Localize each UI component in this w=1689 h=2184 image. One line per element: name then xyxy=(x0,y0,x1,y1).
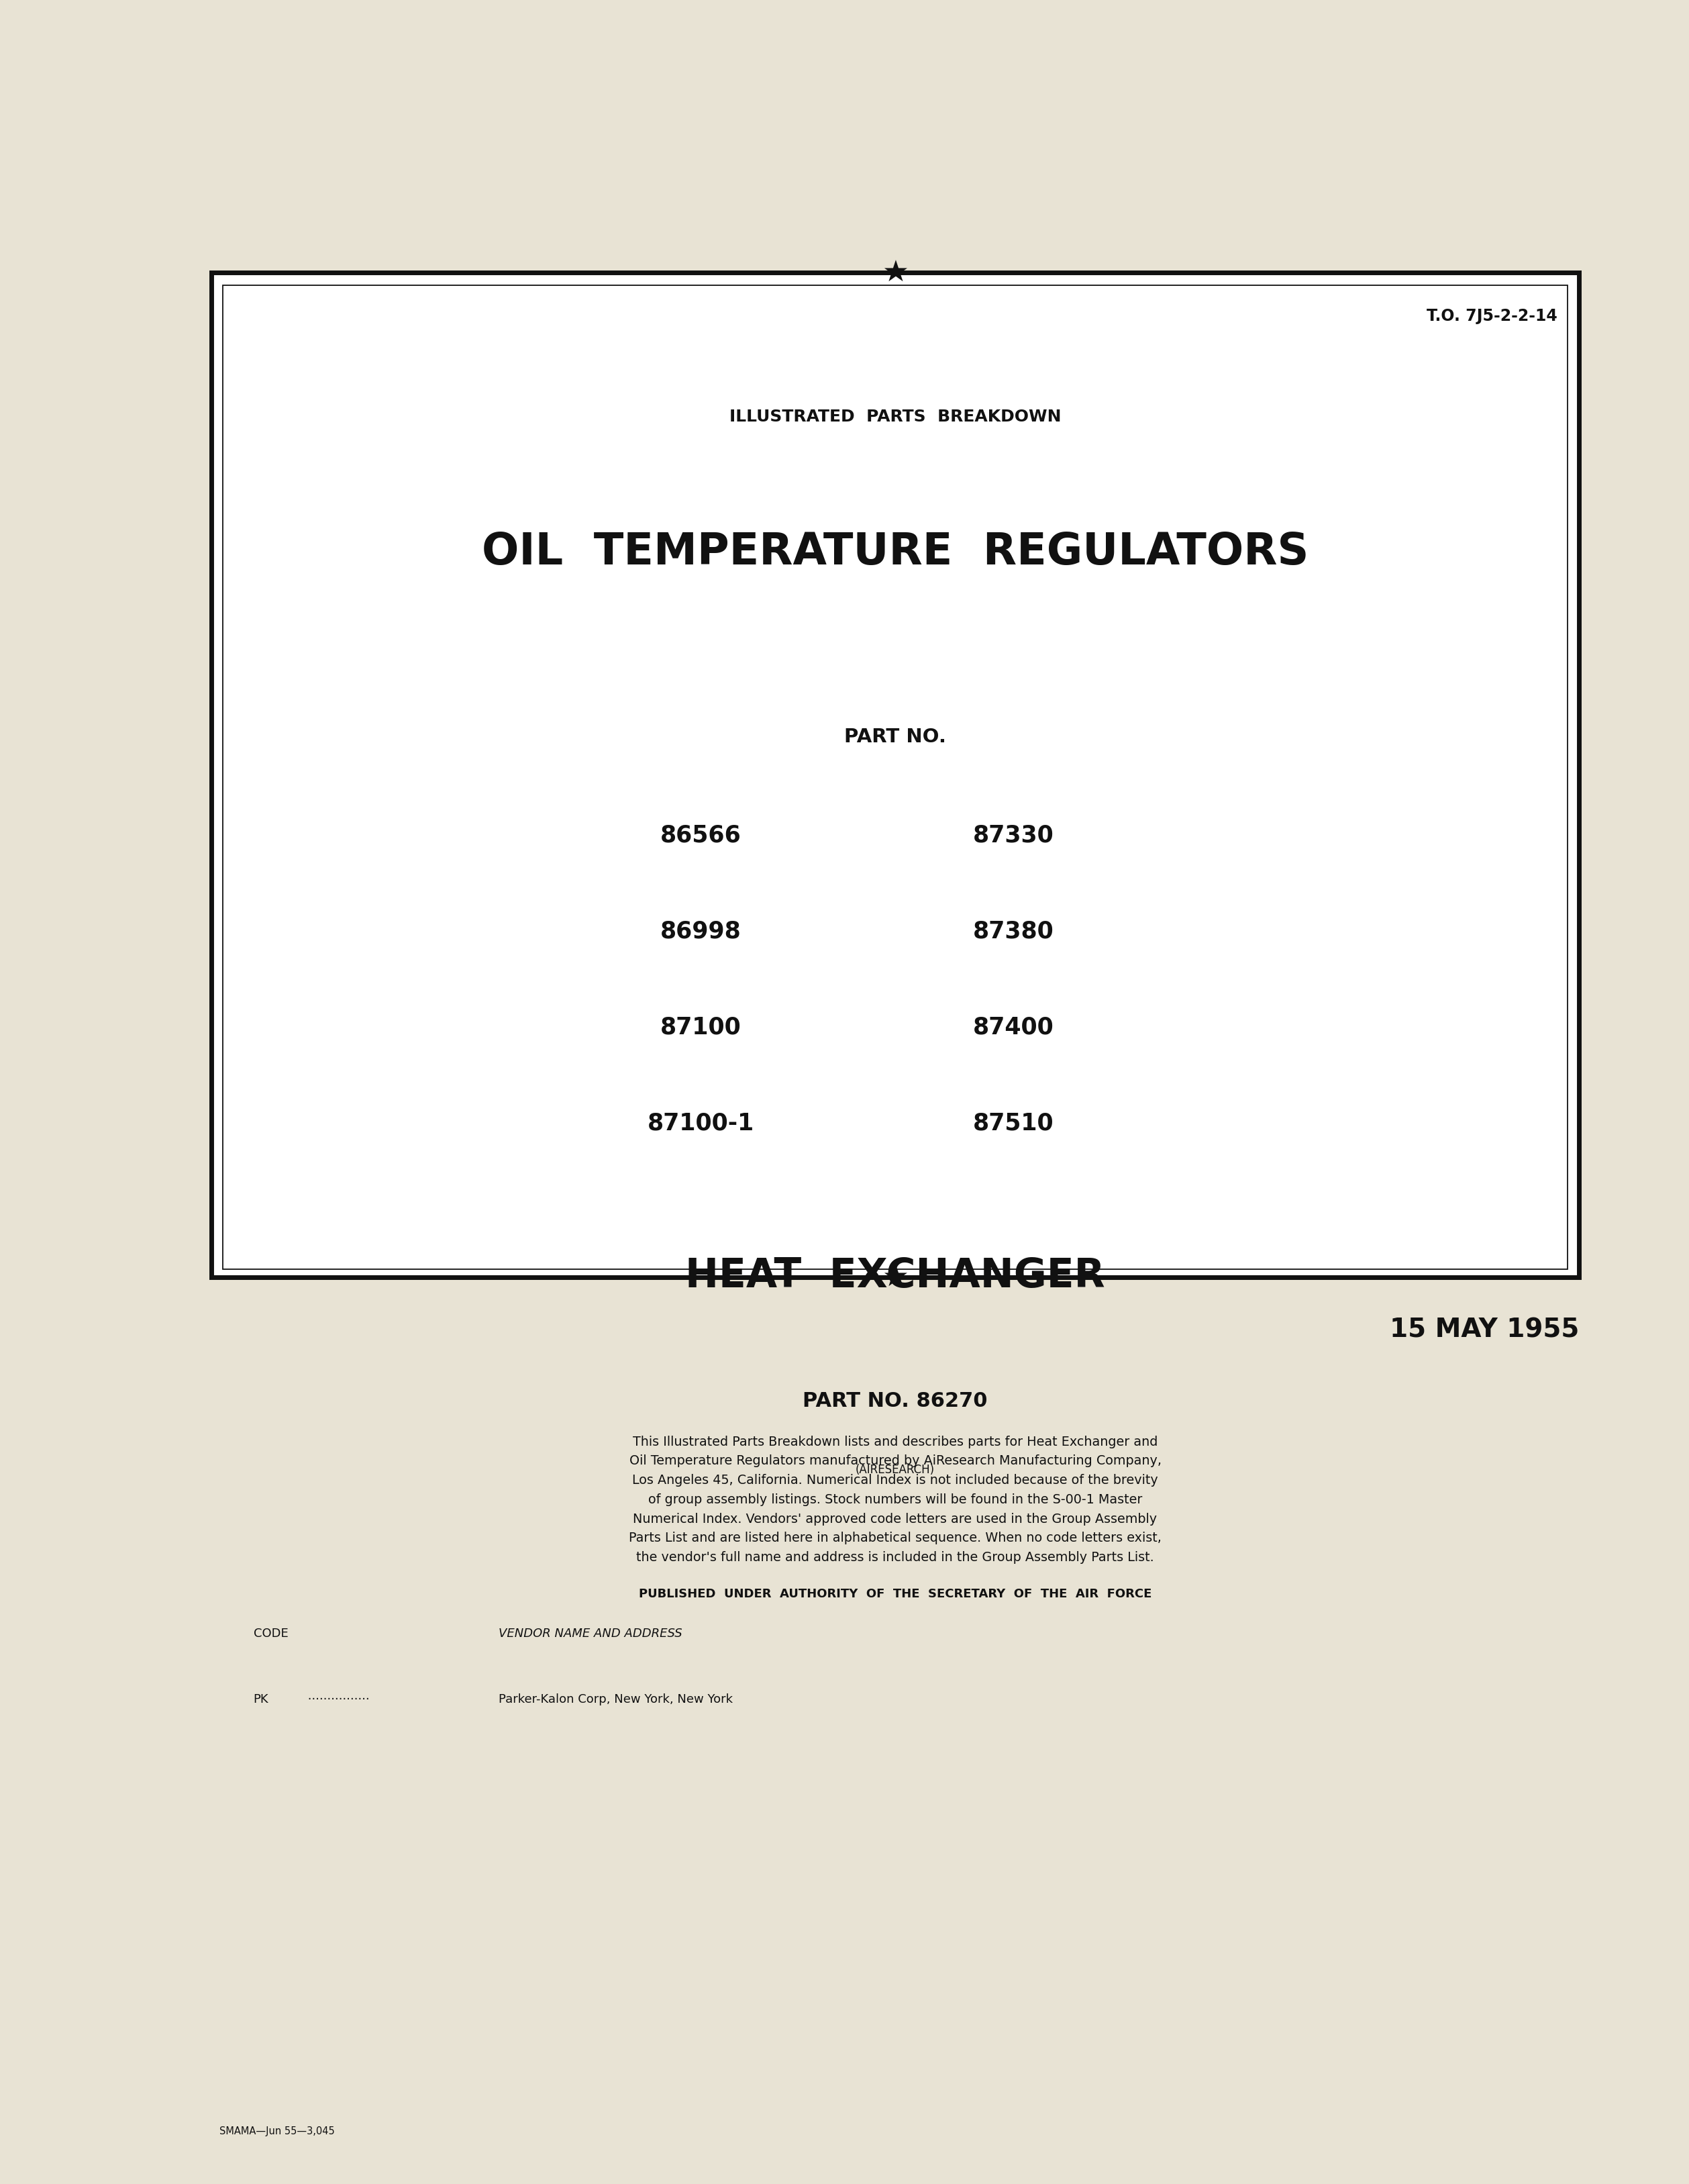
Text: 87330: 87330 xyxy=(973,823,1054,845)
Text: HEAT  EXCHANGER: HEAT EXCHANGER xyxy=(686,1256,1105,1295)
Text: 87100: 87100 xyxy=(660,1016,741,1037)
Text: 15 MAY 1955: 15 MAY 1955 xyxy=(1390,1317,1579,1343)
Text: PUBLISHED  UNDER  AUTHORITY  OF  THE  SECRETARY  OF  THE  AIR  FORCE: PUBLISHED UNDER AUTHORITY OF THE SECRETA… xyxy=(638,1588,1152,1601)
Text: ILLUSTRATED  PARTS  BREAKDOWN: ILLUSTRATED PARTS BREAKDOWN xyxy=(730,408,1061,424)
Bar xyxy=(223,286,1567,1269)
Text: ················: ················ xyxy=(304,1693,370,1706)
Text: VENDOR NAME AND ADDRESS: VENDOR NAME AND ADDRESS xyxy=(498,1627,682,1640)
Text: CODE: CODE xyxy=(253,1627,289,1640)
Text: T.O. 7J5-2-2-14: T.O. 7J5-2-2-14 xyxy=(1427,308,1557,323)
Text: OIL  TEMPERATURE  REGULATORS: OIL TEMPERATURE REGULATORS xyxy=(481,531,1309,574)
Text: This Illustrated Parts Breakdown lists and describes parts for Heat Exchanger an: This Illustrated Parts Breakdown lists a… xyxy=(628,1435,1162,1564)
Text: ★: ★ xyxy=(882,258,909,288)
Text: 86998: 86998 xyxy=(660,919,741,941)
Text: PK: PK xyxy=(253,1693,269,1706)
Text: Parker-Kalon Corp, New York, New York: Parker-Kalon Corp, New York, New York xyxy=(498,1693,733,1706)
Text: (AIRESEARCH): (AIRESEARCH) xyxy=(856,1463,934,1476)
Text: 87380: 87380 xyxy=(973,919,1054,941)
Text: 86566: 86566 xyxy=(660,823,741,845)
Text: PART NO.: PART NO. xyxy=(844,727,946,747)
Text: 87400: 87400 xyxy=(973,1016,1054,1037)
Bar xyxy=(211,273,1579,1278)
Text: SMAMA—Jun 55—3,045: SMAMA—Jun 55—3,045 xyxy=(220,2125,334,2136)
Text: PART NO. 86270: PART NO. 86270 xyxy=(802,1391,988,1411)
Text: 87510: 87510 xyxy=(973,1112,1054,1133)
Text: ★: ★ xyxy=(882,1262,909,1293)
Bar xyxy=(211,273,1579,1278)
Text: 87100-1: 87100-1 xyxy=(647,1112,755,1133)
